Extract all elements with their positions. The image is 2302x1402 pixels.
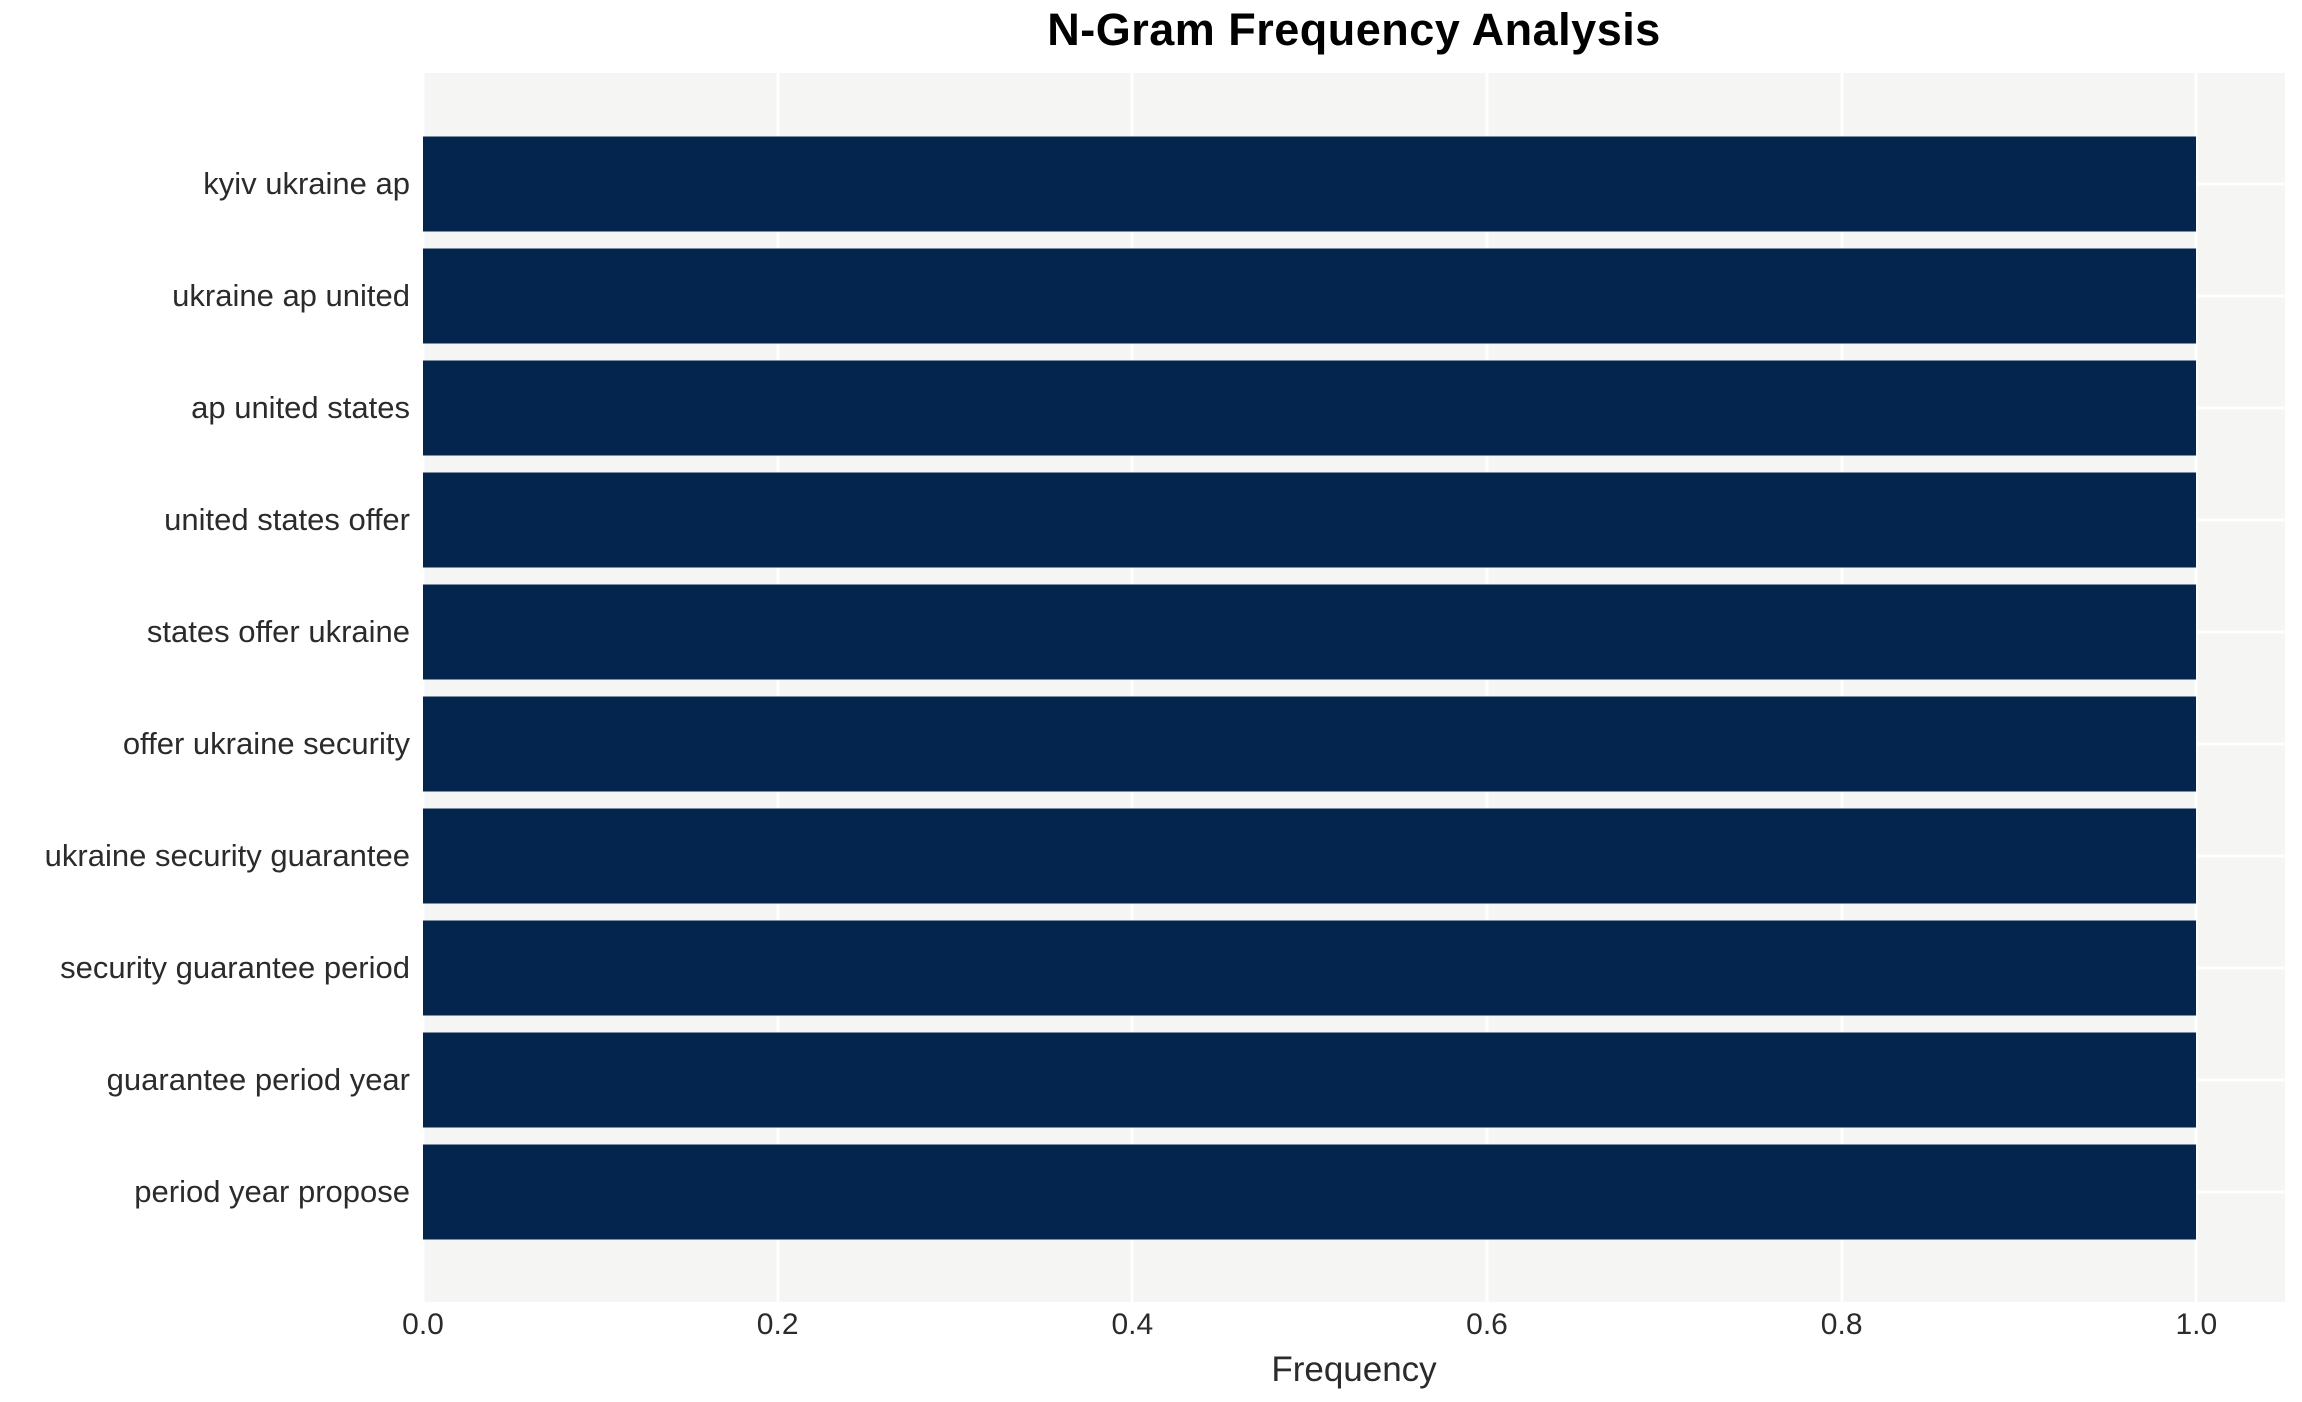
vertical-gridline (1130, 73, 1134, 1302)
category-label: kyiv ukraine ap (203, 166, 410, 201)
bar-row: ukraine ap united (0, 240, 2302, 352)
bar-track (423, 128, 2285, 240)
x-axis-title: Frequency (1271, 1350, 1437, 1389)
bar-row: offer ukraine security (0, 688, 2302, 800)
bar-track (423, 1136, 2285, 1248)
bar-track (423, 1024, 2285, 1136)
bar (423, 360, 2197, 456)
category-label: offer ukraine security (122, 726, 410, 761)
bar (423, 472, 2197, 568)
x-tick-label: 0.6 (1466, 1308, 1508, 1341)
bar (423, 584, 2197, 680)
category-label: ukraine security guarantee (44, 838, 410, 873)
vertical-gridline (2194, 73, 2198, 1302)
x-tick-label: 1.0 (2175, 1308, 2218, 1341)
bar (423, 920, 2197, 1016)
bar (423, 248, 2197, 344)
bar (423, 136, 2197, 232)
category-label: security guarantee period (60, 950, 410, 985)
bar-track (423, 240, 2285, 352)
bar-row: kyiv ukraine ap (0, 128, 2302, 240)
bar (423, 1032, 2197, 1128)
vertical-gridline (1485, 73, 1489, 1302)
category-label: states offer ukraine (146, 614, 410, 649)
category-label: ap united states (191, 390, 410, 425)
bar (423, 1144, 2197, 1240)
chart-title: N-Gram Frequency Analysis (1047, 4, 1661, 55)
vertical-gridline (776, 73, 780, 1302)
x-tick-label: 0.8 (1820, 1308, 1863, 1341)
bar-track (423, 688, 2285, 800)
x-axis-ticks: 0.0 0.2 0.4 0.6 0.8 1.0 (402, 1308, 2285, 1348)
category-label: period year propose (134, 1174, 410, 1209)
bar-row: states offer ukraine (0, 576, 2302, 688)
bar-track (423, 576, 2285, 688)
bar-row: period year propose (0, 1136, 2302, 1248)
vertical-gridline (1840, 73, 1844, 1302)
bar (423, 808, 2197, 904)
bar-row: united states offer (0, 464, 2302, 576)
bar-track (423, 352, 2285, 464)
bar-track (423, 912, 2285, 1024)
bar-row: ukraine security guarantee (0, 800, 2302, 912)
bar-track (423, 800, 2285, 912)
bar-row: guarantee period year (0, 1024, 2302, 1136)
x-tick-label: 0.2 (756, 1308, 799, 1341)
bar-row: security guarantee period (0, 912, 2302, 1024)
category-label: ukraine ap united (172, 278, 410, 313)
category-label: guarantee period year (106, 1062, 410, 1097)
bar-row: ap united states (0, 352, 2302, 464)
bar-track (423, 464, 2285, 576)
vertical-gridline (421, 73, 425, 1302)
bar (423, 696, 2197, 792)
bar-rows: kyiv ukraine ap ukraine ap united ap unite… (0, 73, 2302, 1302)
x-tick-label: 0.4 (1111, 1308, 1154, 1341)
x-tick-label: 0.0 (402, 1308, 444, 1341)
category-label: united states offer (164, 502, 410, 537)
